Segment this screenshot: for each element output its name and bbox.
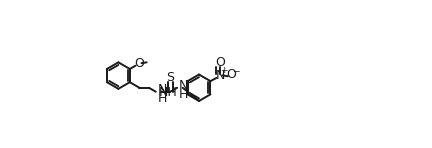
Text: O: O <box>215 56 225 69</box>
Text: NH: NH <box>159 86 178 99</box>
Text: N: N <box>215 69 225 82</box>
Text: −: − <box>232 66 239 75</box>
Text: N: N <box>157 83 167 96</box>
Text: O: O <box>226 69 236 82</box>
Text: H: H <box>179 87 188 100</box>
Text: O: O <box>134 57 144 70</box>
Text: N: N <box>179 79 188 92</box>
Text: +: + <box>220 66 228 75</box>
Text: H: H <box>157 91 167 104</box>
Text: S: S <box>166 71 174 84</box>
